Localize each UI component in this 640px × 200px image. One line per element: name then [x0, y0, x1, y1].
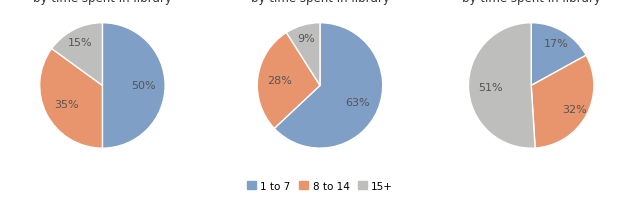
Wedge shape	[257, 33, 320, 129]
Text: 50%: 50%	[131, 81, 156, 91]
Text: 28%: 28%	[267, 76, 292, 86]
Text: 51%: 51%	[478, 82, 503, 92]
Legend: 1 to 7, 8 to 14, 15+: 1 to 7, 8 to 14, 15+	[243, 177, 397, 195]
Text: 63%: 63%	[345, 97, 370, 107]
Text: 17%: 17%	[544, 39, 568, 49]
Text: 32%: 32%	[562, 104, 586, 114]
Text: 15%: 15%	[68, 38, 93, 48]
Wedge shape	[286, 24, 320, 86]
Wedge shape	[275, 24, 383, 148]
Wedge shape	[531, 56, 594, 148]
Wedge shape	[102, 24, 165, 148]
Title: Proportion of undergraduates
by time spent in library: Proportion of undergraduates by time spe…	[233, 0, 407, 5]
Wedge shape	[52, 24, 102, 86]
Title: Proportion of all students
by time spent in library: Proportion of all students by time spent…	[28, 0, 177, 5]
Text: 9%: 9%	[298, 34, 316, 44]
Title: Proportion of postgraduates
by time spent in library: Proportion of postgraduates by time spen…	[449, 0, 614, 5]
Wedge shape	[40, 49, 102, 148]
Text: 35%: 35%	[54, 99, 78, 109]
Wedge shape	[468, 24, 535, 148]
Wedge shape	[531, 24, 586, 86]
